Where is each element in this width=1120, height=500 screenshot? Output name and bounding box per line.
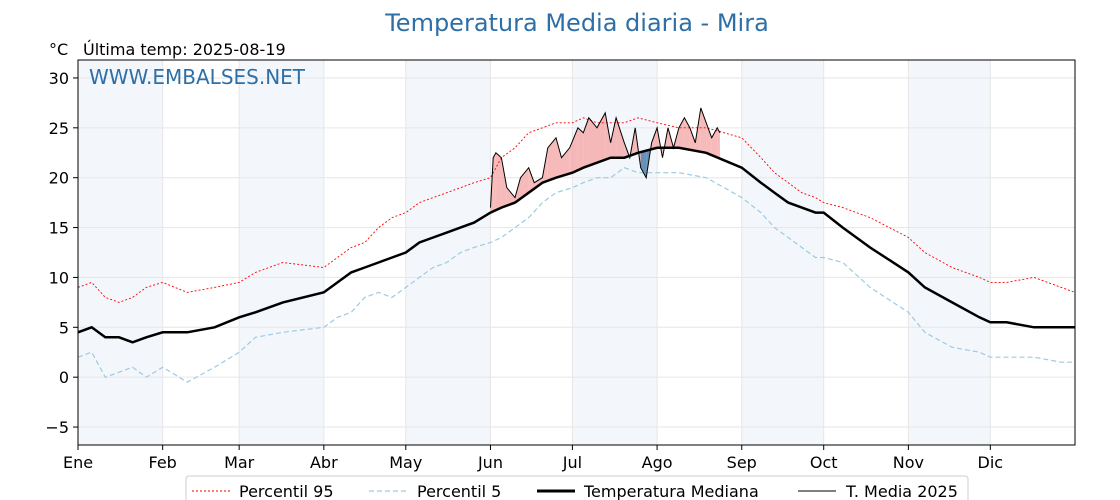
fill-segment-16 <box>588 117 597 166</box>
x-tick-label-Ago: Ago <box>642 453 673 472</box>
month-band-4 <box>741 60 824 445</box>
y-tick-label-10: 10 <box>49 268 69 287</box>
x-tick-label-Dic: Dic <box>978 453 1004 472</box>
fill-segment-12 <box>561 147 570 177</box>
series-line-1 <box>77 167 1075 383</box>
fill-segment-4 <box>506 187 516 206</box>
fill-segment-38 <box>717 127 720 159</box>
fill-segment-33 <box>689 127 696 151</box>
x-tick-label-Ene: Ene <box>63 453 93 472</box>
fill-segment-20 <box>616 117 625 158</box>
fill-segment-13 <box>569 127 578 174</box>
fill-segment-14 <box>577 127 584 171</box>
x-tick-label-Oct: Oct <box>810 453 838 472</box>
plot-frame <box>77 59 1076 446</box>
month-band-3 <box>572 60 658 445</box>
fill-segment-24 <box>640 150 647 178</box>
fill-segment-19 <box>610 117 617 158</box>
legend-box <box>185 475 969 500</box>
fill-segment-2 <box>495 152 502 211</box>
chart-title: Temperatura Media diaria - Mira <box>384 9 769 37</box>
y-tick-label-15: 15 <box>49 219 69 238</box>
fill-segment-37 <box>711 127 718 158</box>
x-tick-label-Jun: Jun <box>477 453 503 472</box>
legend-label-p95: Percentil 95 <box>239 482 334 500</box>
series-line-3 <box>490 107 721 208</box>
fill-segment-3 <box>501 157 507 208</box>
fill-segment-1 <box>493 152 496 212</box>
x-tick-label-Sep: Sep <box>727 453 757 472</box>
watermark: WWW.EMBALSES.NET <box>89 65 306 89</box>
y-tick-label-25: 25 <box>49 119 69 138</box>
unit-label: °C <box>49 40 68 59</box>
x-tick-label-Jul: Jul <box>562 453 582 472</box>
y-tick-label-0: 0 <box>59 368 69 387</box>
last-temp-label: Última temp: 2025-08-19 <box>83 40 286 59</box>
month-band-2 <box>405 60 491 445</box>
x-tick-label-Feb: Feb <box>149 453 177 472</box>
y-tick-label-20: 20 <box>49 169 69 188</box>
fill-segment-7 <box>528 167 535 193</box>
y-tick-label-30: 30 <box>49 69 69 88</box>
plot-area: −5 0 5 10 15 20 25 30 Ene Feb Mar Abr May Jun Jul Ago Se… <box>45 59 1076 472</box>
legend-label-2025: T. Media 2025 <box>845 482 958 500</box>
x-tick-label-Mar: Mar <box>224 453 255 472</box>
x-tick-label-Nov: Nov <box>893 453 924 472</box>
y-tick-label-5: 5 <box>59 318 69 337</box>
month-band-1 <box>239 60 324 445</box>
fill-segment-36 <box>706 122 712 156</box>
legend-label-median: Temperatura Mediana <box>583 482 759 500</box>
x-tick-label-Abr: Abr <box>310 453 338 472</box>
legend: Percentil 95 Percentil 5 Temperatura Med… <box>185 475 969 500</box>
series-line-0 <box>77 117 1076 303</box>
y-tick-label--5: −5 <box>45 418 69 437</box>
fill-segment-17 <box>596 112 606 163</box>
fill-segment-35 <box>700 107 707 153</box>
month-band-5 <box>908 60 991 445</box>
month-band-0 <box>78 60 163 445</box>
fill-segment-18 <box>605 112 611 160</box>
fill-segment-11 <box>556 137 562 178</box>
x-tick-label-May: May <box>389 453 422 472</box>
series-line-2 <box>77 146 1075 344</box>
fill-segment-10 <box>547 137 557 181</box>
legend-label-p5: Percentil 5 <box>417 482 501 500</box>
fill-segment-26 <box>651 127 658 150</box>
